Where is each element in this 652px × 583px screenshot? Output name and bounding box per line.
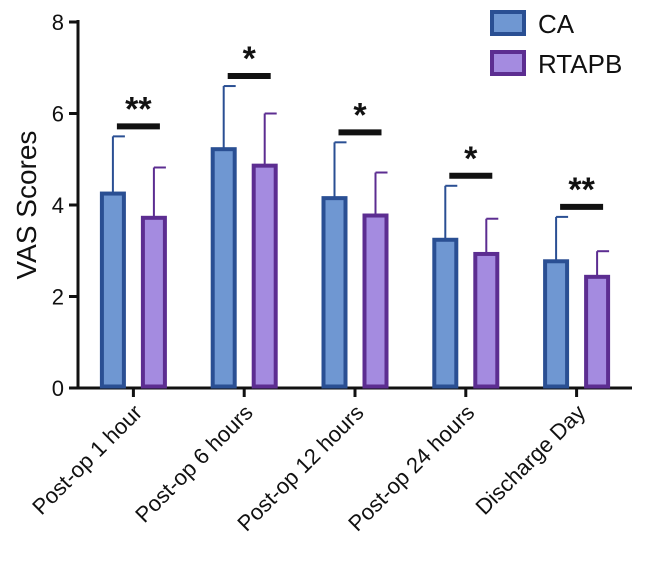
bar-RTAPB-0 [140, 215, 167, 389]
y-tick-label-0: 0 [52, 376, 64, 401]
significance-marker-2: * [353, 96, 367, 134]
bar-RTAPB-3 [473, 251, 500, 389]
legend-swatch-CA [490, 10, 526, 36]
bar-RTAPB-1 [251, 163, 278, 389]
significance-marker-0: ** [125, 90, 152, 128]
bar-RTAPB-2 [362, 213, 389, 389]
y-axis-title: VAS Scores [11, 131, 42, 280]
legend-label-RTAPB: RTAPB [538, 49, 622, 79]
bar-CA-1 [210, 147, 237, 389]
significance-marker-3: * [464, 140, 478, 178]
bar-CA-0 [99, 191, 126, 389]
legend-swatch-RTAPB [490, 50, 526, 76]
y-tick-label-8: 8 [52, 10, 64, 35]
significance-marker-1: * [243, 40, 257, 78]
legend: CA RTAPB [490, 9, 622, 79]
bar-RTAPB-4 [584, 274, 611, 389]
y-tick-label-6: 6 [52, 102, 64, 127]
category-label-4: Discharge Day [470, 400, 590, 520]
category-label-1: Post-op 6 hours [130, 400, 258, 528]
y-tick-label-4: 4 [52, 193, 64, 218]
legend-label-CA: CA [538, 9, 575, 39]
category-label-0: Post-op 1 hour [27, 400, 147, 520]
bar-CA-4 [543, 259, 570, 389]
significance-marker-4: ** [568, 171, 595, 209]
bar-CA-2 [321, 196, 348, 389]
axes: 0 2 4 6 8 [52, 10, 632, 401]
bars-group [99, 85, 611, 389]
y-tick-label-2: 2 [52, 285, 64, 310]
bar-CA-3 [432, 237, 459, 389]
